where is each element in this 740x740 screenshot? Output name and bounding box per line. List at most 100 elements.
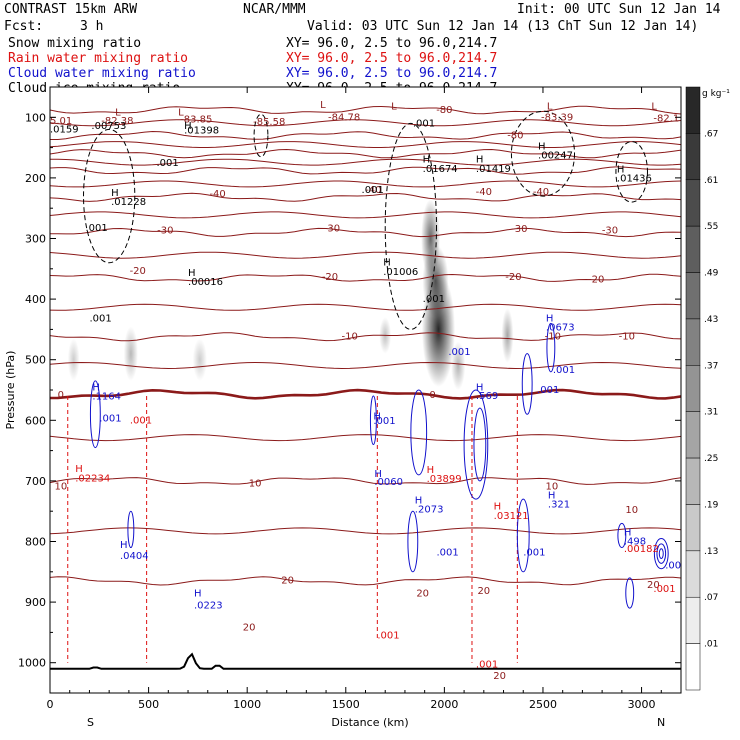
field-label-4: L — [547, 101, 553, 112]
field-label-32: .001 — [537, 385, 559, 396]
field-label-8: -85.58 — [253, 117, 285, 128]
cloud-water-contour-4 — [521, 353, 533, 415]
temp-label-2: -40 — [209, 189, 225, 200]
snow-shade-4 — [451, 341, 466, 391]
temp-label-8: -30 — [511, 224, 527, 235]
cloud-water-contour-11 — [656, 543, 667, 564]
field-label-28: .001 — [373, 416, 395, 427]
temp-contour-mid-3 — [50, 180, 681, 188]
y-tick-label-5: 600 — [25, 414, 46, 427]
temp-contour-mid-2 — [50, 158, 681, 166]
temp-contour-m60 — [50, 148, 681, 159]
temp-contour-m20 — [50, 273, 681, 282]
field-name-rain: Rain water mixing ratio — [8, 51, 188, 66]
cloud-water-contour-1 — [410, 389, 428, 476]
temp-contour-m50 — [50, 166, 681, 175]
field-label-34: H — [546, 313, 554, 324]
field-label-63: H — [423, 155, 431, 166]
cloud-water-contour-8 — [127, 510, 135, 549]
field-label-15: H — [427, 465, 435, 476]
field-label-9: -84.78 — [328, 112, 360, 123]
field-label-37: .0060 — [374, 477, 403, 488]
field-label-66: .01419 — [476, 164, 511, 175]
init-time: Init: 00 UTC Sun 12 Jan 14 — [517, 2, 721, 17]
colorbar-swatch-0 — [685, 86, 701, 134]
x-tick-label-6: 3000 — [628, 698, 656, 711]
temp-contour-m70 — [50, 130, 681, 140]
y-axis-label: Pressure (hPa) — [4, 351, 17, 430]
x-tick-label-2: 1000 — [233, 698, 261, 711]
y-tick-label-3: 400 — [25, 293, 46, 306]
temp-label-11: -20 — [322, 272, 338, 283]
field-label-13: H — [75, 464, 83, 475]
temp-contour-mid-0 — [50, 119, 681, 127]
endpoint-right-label: N — [657, 716, 665, 729]
field-label-10: -83.39 — [541, 112, 573, 123]
temp-contour-m30 — [50, 227, 681, 238]
temp-label-17: 0 — [58, 390, 64, 401]
terrain-line — [50, 652, 681, 670]
field-label-54: .01398 — [184, 126, 219, 137]
temp-label-20: 10 — [249, 479, 262, 490]
figure-title: CONTRAST 15km ARW — [4, 2, 137, 17]
field-label-61: .00016 — [188, 277, 223, 288]
temp-contour-mid-1 — [50, 141, 681, 148]
field-label-33: .001 — [553, 365, 575, 376]
field-label-23: .001 — [653, 584, 675, 595]
field-name-cloud-water: Cloud water mixing ratio — [8, 66, 196, 81]
colorbar-label-8: .19 — [704, 500, 719, 510]
y-tick-label-6: 700 — [25, 475, 46, 488]
temp-label-18: 0 — [429, 390, 435, 401]
field-xy-rain: XY= 96.0, 2.5 to 96.0,214.7 — [286, 51, 497, 66]
temp-label-6: -30 — [157, 225, 173, 236]
field-label-19: .00182 — [624, 544, 659, 555]
cloud-water-contour-14 — [369, 395, 377, 446]
field-label-11: -82.1 — [653, 114, 679, 125]
x-tick-label-3: 1500 — [332, 698, 360, 711]
colorbar-swatch-3 — [685, 225, 701, 273]
colorbar-swatch-2 — [685, 179, 701, 227]
colorbar-label-7: .25 — [704, 454, 718, 464]
colorbar-label-3: .49 — [704, 269, 719, 279]
temp-contour-0 — [50, 388, 681, 400]
field-label-17: H — [494, 501, 502, 512]
colorbar-swatch-7 — [685, 411, 701, 459]
endpoint-left-label: S — [87, 716, 94, 729]
field-label-59: .001 — [85, 223, 107, 234]
temp-label-3: -40 — [365, 185, 381, 196]
field-label-48: .001 — [436, 547, 458, 558]
temp-label-1: -80 — [507, 130, 523, 141]
field-label-16: .03899 — [427, 474, 462, 485]
colorbar-label-4: .43 — [704, 315, 718, 325]
cloud-water-contour-5 — [546, 322, 556, 373]
cloud-water-contour-6 — [407, 510, 419, 573]
temp-contour-20 — [50, 576, 681, 586]
field-label-6: -82.38 — [101, 116, 133, 127]
temp-label-24: 20 — [416, 588, 429, 599]
field-label-65: H — [476, 155, 484, 166]
x-axis: 0 500 1000 1500 2000 2500 3000 — [47, 87, 662, 711]
temp-label-9: -30 — [602, 225, 618, 236]
y-tick-label-4: 500 — [25, 354, 46, 367]
colorbar-swatch-4 — [685, 272, 701, 320]
snow-shade-3 — [501, 308, 514, 363]
temp-label-12: -20 — [505, 272, 521, 283]
colorbar-label-2: .55 — [704, 222, 718, 232]
temp-label-5: -40 — [533, 187, 549, 198]
colorbar-label-6: .31 — [704, 408, 718, 418]
field-label-56: .001 — [156, 158, 178, 169]
temp-label-7: -30 — [324, 224, 340, 235]
fcst-label: Fcst: — [4, 19, 43, 34]
temp-label-4: -40 — [476, 187, 492, 198]
temp-label-21: 10 — [545, 482, 558, 493]
temp-contour-10 — [50, 477, 681, 485]
temp-contour-mid-6 — [50, 303, 681, 311]
field-label-49: .001 — [523, 547, 545, 558]
field-label-69: H — [617, 164, 625, 175]
temp-label-0: -80 — [436, 105, 452, 116]
field-label-12: 5.01 — [50, 116, 72, 127]
colorbar-swatch-9 — [685, 504, 701, 552]
field-name-snow: Snow mixing ratio — [8, 36, 141, 51]
field-label-47: .0223 — [194, 601, 223, 612]
cloud-water-contour-13 — [625, 577, 635, 609]
